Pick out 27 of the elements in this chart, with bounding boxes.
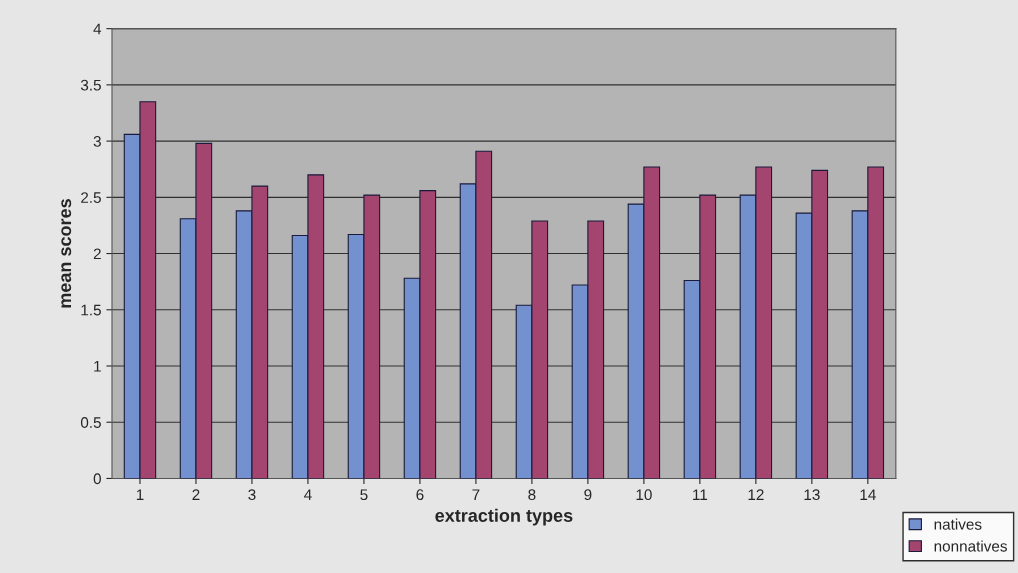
x-tick-label: 5	[360, 489, 368, 501]
y-tick-label: 2	[93, 248, 101, 260]
y-tick-label: 2.5	[81, 192, 101, 204]
x-tick-label: 11	[693, 489, 708, 500]
y-tick-label: 0	[93, 473, 101, 485]
x-tick-label: 13	[804, 489, 820, 501]
y-tick-label: 1.5	[81, 304, 101, 316]
y-tick-label: 0.5	[80, 417, 101, 428]
y-tick-label: 3.5	[80, 79, 101, 91]
y-axis-title: mean scores	[61, 199, 72, 308]
x-tick-label: 1	[136, 489, 144, 500]
x-tick-label: 9	[584, 489, 592, 501]
legend-label: nonnatives	[934, 540, 1007, 552]
x-tick-label: 6	[416, 489, 424, 501]
legend-label: natives	[934, 518, 982, 530]
x-axis-title: extraction types	[435, 508, 573, 526]
y-tick-label: 4	[93, 23, 102, 35]
x-tick-label: 10	[636, 489, 652, 501]
x-tick-label: 7	[472, 489, 480, 500]
y-tick-label: 1	[94, 361, 101, 372]
x-tick-label: 4	[304, 489, 312, 500]
y-tick-label: 3	[93, 135, 101, 147]
x-tick-label: 2	[192, 489, 200, 500]
x-tick-label: 12	[748, 489, 764, 500]
x-tick-label: 3	[248, 489, 256, 501]
x-tick-label: 8	[528, 489, 536, 501]
x-tick-label: 14	[860, 489, 876, 500]
